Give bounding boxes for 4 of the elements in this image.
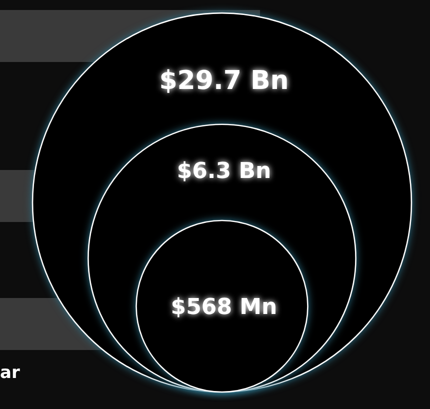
- data-label: $6.3 Bn: [176, 158, 272, 184]
- data-label: $29.7 Bn: [159, 66, 289, 96]
- text: ar: [0, 363, 20, 383]
- data-label: $568 Mn: [170, 295, 278, 320]
